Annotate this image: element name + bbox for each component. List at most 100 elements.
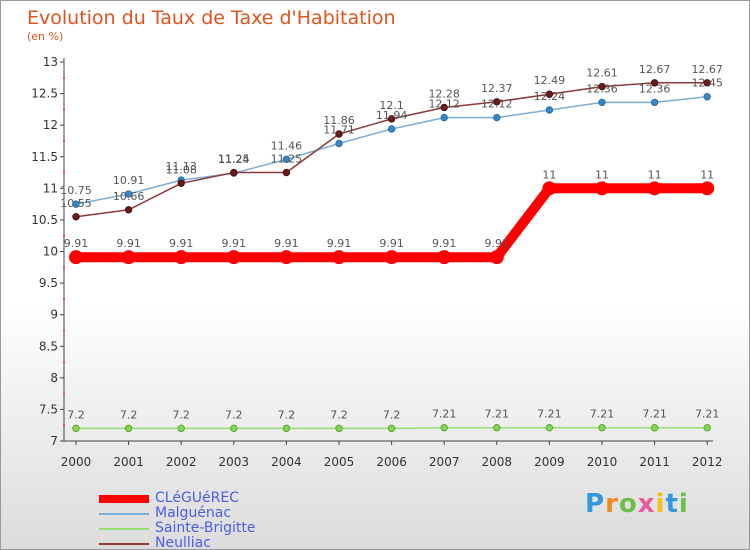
y-tick-label: 9.5 xyxy=(39,276,58,290)
data-point xyxy=(493,98,501,106)
data-point xyxy=(121,250,136,265)
x-tick-label: 2001 xyxy=(113,455,144,469)
data-label: 11 xyxy=(648,168,662,181)
data-point xyxy=(700,181,715,196)
data-point xyxy=(440,113,448,122)
data-label: 7.2 xyxy=(67,408,85,421)
data-label: 10.75 xyxy=(60,184,92,197)
data-label: 11 xyxy=(700,168,714,181)
data-label: 7.2 xyxy=(330,408,348,421)
data-point xyxy=(703,93,711,101)
data-point xyxy=(542,181,557,196)
data-label: 9.91 xyxy=(274,237,299,250)
y-tick-label: 10 xyxy=(43,245,58,259)
legend-label-malguenac: Malguénac xyxy=(155,505,232,521)
x-tick-label: 2012 xyxy=(692,455,723,469)
x-tick-label: 2004 xyxy=(271,455,302,469)
x-tick-label: 2005 xyxy=(324,455,355,469)
data-point xyxy=(282,168,291,177)
data-label: 11.94 xyxy=(376,109,408,122)
data-label: 12.67 xyxy=(639,63,671,76)
data-label: 9.91 xyxy=(222,237,247,250)
y-tick-label: 10.5 xyxy=(31,213,58,227)
legend-swatch-sainte-brigitte xyxy=(99,528,149,530)
y-tick-label: 13 xyxy=(43,55,58,69)
data-point xyxy=(598,98,606,107)
axes: 7 7.5 8 8.5 9 9.5 10 10.5 11 11.5 12 12.5 13 2000 2001… xyxy=(31,55,722,469)
data-point xyxy=(493,424,501,432)
data-label: 12.37 xyxy=(481,82,513,95)
y-tick-label: 7.5 xyxy=(39,402,58,416)
data-label: 11.46 xyxy=(271,139,303,152)
y-tick-label: 9 xyxy=(50,308,58,322)
legend-label-sainte-brigitte: Sainte-Brigitte xyxy=(155,520,256,536)
data-point xyxy=(177,424,185,433)
data-point xyxy=(230,168,238,177)
legend-swatch-malguenac xyxy=(99,513,149,515)
data-label: 7.21 xyxy=(485,408,510,421)
data-point xyxy=(332,250,346,265)
data-label: 12.12 xyxy=(481,98,513,111)
data-labels: 9.91 9.91 9.91 9.91 9.91 9.91 9.91 9.91 9.91 11 11… xyxy=(60,63,723,422)
proxiti-logo: Proxiti xyxy=(585,489,689,519)
data-label: 10.66 xyxy=(113,190,145,203)
chart-unit: (en %) xyxy=(27,30,64,43)
y-tick-label: 12.5 xyxy=(31,87,58,101)
data-point xyxy=(493,113,501,122)
x-tick-label: 2002 xyxy=(166,455,197,469)
y-tick-label: 8.5 xyxy=(39,339,58,353)
data-point xyxy=(650,424,659,432)
data-point xyxy=(230,424,238,433)
data-label: 7.21 xyxy=(432,408,457,421)
data-label: 11.25 xyxy=(271,153,303,166)
data-point xyxy=(69,250,83,265)
data-point xyxy=(598,424,606,432)
y-tick-label: 11 xyxy=(43,181,58,195)
data-point xyxy=(437,250,452,265)
data-label: 11.08 xyxy=(165,163,197,176)
data-label: 11.71 xyxy=(323,123,355,136)
legend-item-sainte-brigitte: Sainte-Brigitte xyxy=(99,520,339,537)
data-point xyxy=(598,82,606,91)
data-point xyxy=(124,206,133,214)
data-point xyxy=(72,213,80,221)
logo-letter: i xyxy=(655,489,666,519)
data-label: 7.2 xyxy=(172,408,190,421)
data-point xyxy=(545,106,554,114)
data-point xyxy=(595,181,609,196)
y-tick-label: 7 xyxy=(50,434,58,448)
legend-label-neulliac: Neulliac xyxy=(155,535,211,550)
data-point xyxy=(335,130,343,138)
x-tick-label: 2008 xyxy=(482,455,513,469)
data-label: 11 xyxy=(595,168,609,181)
data-point xyxy=(177,179,185,187)
legend-item-cleguerec: CLéGUéREC xyxy=(99,490,339,507)
logo-letter: x xyxy=(637,489,656,519)
data-label: 9.91 xyxy=(64,237,89,250)
y-tick-label: 8 xyxy=(50,371,58,385)
data-point xyxy=(384,250,399,265)
legend-swatch-cleguerec xyxy=(99,495,149,503)
data-label: 9.91 xyxy=(379,237,404,250)
data-point xyxy=(124,424,133,433)
data-label: 12.61 xyxy=(586,67,618,80)
logo-letter: o xyxy=(618,489,638,519)
data-label: 12.1 xyxy=(379,99,404,112)
data-point xyxy=(703,79,711,87)
data-point xyxy=(647,181,662,196)
data-label: 12.36 xyxy=(586,82,618,95)
data-label: 7.2 xyxy=(383,408,401,421)
data-point xyxy=(72,424,80,433)
x-tick-label: 2007 xyxy=(429,455,460,469)
data-point xyxy=(279,250,294,265)
data-label: 12.49 xyxy=(534,74,566,87)
data-label: 10.91 xyxy=(113,174,145,187)
legend-item-malguenac: Malguénac xyxy=(99,505,339,522)
x-tick-label: 2000 xyxy=(61,455,92,469)
y-tick-label: 11.5 xyxy=(31,150,58,164)
data-point xyxy=(387,125,396,133)
data-label: 11.25 xyxy=(218,153,250,166)
data-label: 12.24 xyxy=(534,90,566,103)
legend-swatch-neulliac xyxy=(99,543,149,545)
